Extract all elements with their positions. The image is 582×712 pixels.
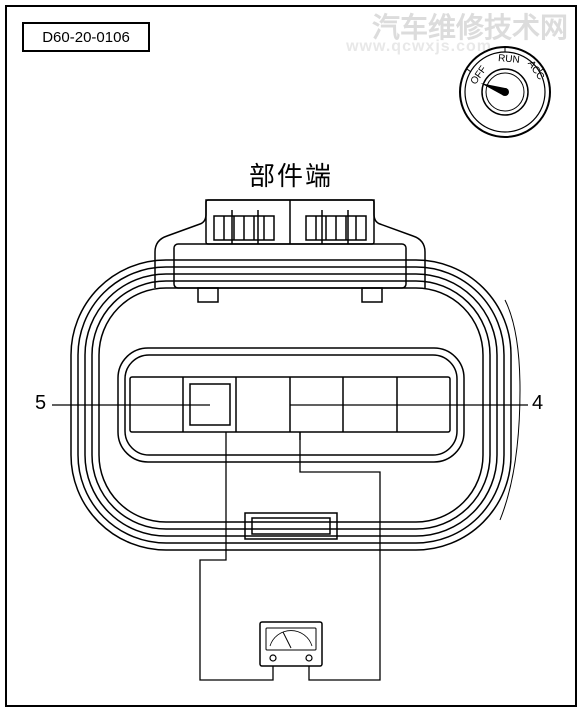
connector-shell [71,200,520,550]
ohmmeter [260,622,322,666]
diagram-svg [0,0,582,712]
ignition-switch [460,47,550,137]
